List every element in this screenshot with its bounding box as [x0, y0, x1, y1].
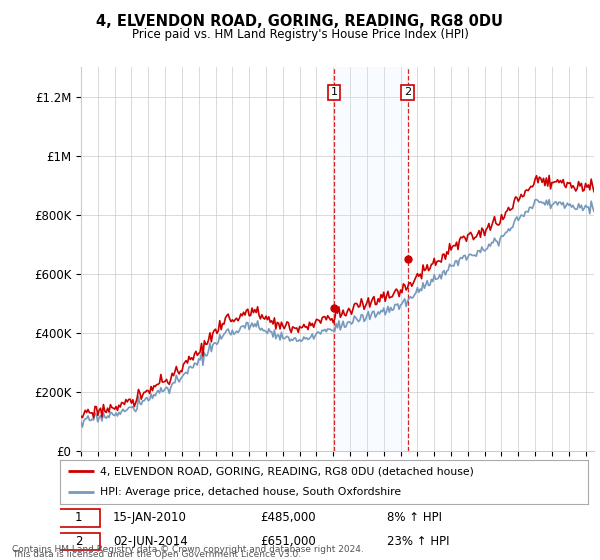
Text: £651,000: £651,000 — [260, 535, 316, 548]
Bar — [334, 67, 407, 451]
Text: HPI: Average price, detached house, South Oxfordshire: HPI: Average price, detached house, Sout… — [100, 487, 401, 497]
Text: £485,000: £485,000 — [260, 511, 316, 524]
Text: 1: 1 — [75, 511, 82, 524]
Text: Contains HM Land Registry data © Crown copyright and database right 2024.: Contains HM Land Registry data © Crown c… — [12, 545, 364, 554]
Text: 23% ↑ HPI: 23% ↑ HPI — [388, 535, 450, 548]
Text: 4, ELVENDON ROAD, GORING, READING, RG8 0DU (detached house): 4, ELVENDON ROAD, GORING, READING, RG8 0… — [100, 466, 473, 476]
Text: 2: 2 — [75, 535, 82, 548]
Text: 8% ↑ HPI: 8% ↑ HPI — [388, 511, 442, 524]
Text: Price paid vs. HM Land Registry's House Price Index (HPI): Price paid vs. HM Land Registry's House … — [131, 28, 469, 41]
Text: 2: 2 — [404, 87, 411, 97]
Text: 15-JAN-2010: 15-JAN-2010 — [113, 511, 187, 524]
FancyBboxPatch shape — [58, 509, 100, 526]
Text: 02-JUN-2014: 02-JUN-2014 — [113, 535, 188, 548]
Text: This data is licensed under the Open Government Licence v3.0.: This data is licensed under the Open Gov… — [12, 550, 301, 559]
Text: 1: 1 — [331, 87, 337, 97]
FancyBboxPatch shape — [58, 533, 100, 550]
Text: 4, ELVENDON ROAD, GORING, READING, RG8 0DU: 4, ELVENDON ROAD, GORING, READING, RG8 0… — [97, 14, 503, 29]
